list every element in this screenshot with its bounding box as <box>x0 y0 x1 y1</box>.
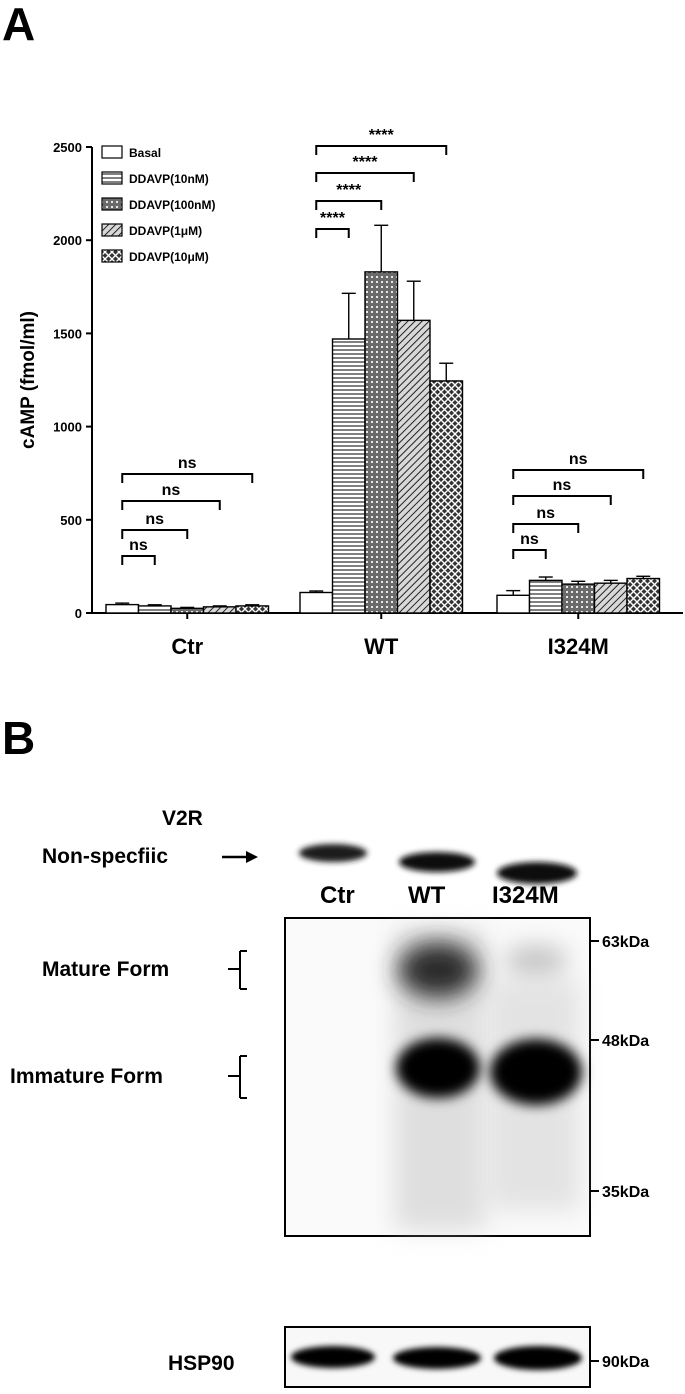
legend-label-0: Basal <box>129 146 161 160</box>
legend-swatch-2 <box>101 197 123 211</box>
significance-label-wt: **** <box>353 154 379 171</box>
panel-b-letter: B <box>2 712 35 764</box>
bar-ctr-3 <box>202 606 237 614</box>
significance-bracket-i324m <box>512 549 547 559</box>
bar-i324m-2 <box>561 583 596 614</box>
significance-bracket-ctr <box>121 529 189 539</box>
panel-a-letter: A <box>2 0 35 50</box>
legend-swatch-3 <box>101 223 123 237</box>
y-tick-label: 2500 <box>53 140 82 155</box>
mw-marker-48: 48kDa <box>602 1033 649 1050</box>
bar-ctr-4 <box>235 605 270 614</box>
significance-bracket-ctr <box>121 473 254 483</box>
bar-i324m-1 <box>528 579 563 614</box>
significance-label-ctr: ns <box>129 537 148 554</box>
loading-label: HSP90 <box>168 1352 235 1375</box>
mw-marker-35: 35kDa <box>602 1184 649 1201</box>
legend-label-1: DDAVP(10nM) <box>129 172 209 186</box>
significance-bracket-i324m <box>512 495 612 505</box>
legend-swatch-0 <box>101 145 123 159</box>
bar-i324m-3 <box>593 582 628 614</box>
bar-i324m-4 <box>626 577 661 614</box>
bar-ctr-1 <box>137 605 172 614</box>
mw-marker-63: 63kDa <box>602 934 649 951</box>
mature-bracket <box>228 950 247 990</box>
bar-ctr-0 <box>105 603 140 614</box>
x-tick-label-wt: WT <box>364 634 399 659</box>
significance-bracket-wt <box>315 228 350 238</box>
bar-wt-4 <box>429 380 464 614</box>
legend-label-4: DDAVP(10μM) <box>129 250 209 264</box>
bar-chart: 0 500 1000 1500 2000 2500 cAMP (fmol/ml) Ctr WT I… <box>18 127 683 659</box>
significance-label-i324m: ns <box>520 531 539 548</box>
bar-ctr-2 <box>170 607 205 614</box>
significance-label-i324m: ns <box>553 477 572 494</box>
lane-label-i324m: I324M <box>492 882 559 909</box>
bar-wt-2 <box>364 271 399 614</box>
significance-label-wt: **** <box>320 210 346 227</box>
significance-bracket-ctr <box>121 555 156 565</box>
legend-swatch-1 <box>101 171 123 185</box>
significance-bracket-i324m <box>512 523 580 533</box>
i324m-immature-band <box>490 1039 582 1105</box>
mw-marker-90: 90kDa <box>602 1354 649 1371</box>
significance-label-wt: **** <box>336 182 362 199</box>
y-axis-label: cAMP (fmol/ml) <box>18 311 39 449</box>
wt-mature-band <box>398 942 478 998</box>
i324m-nonspecific-band <box>497 862 577 884</box>
lane-label-ctr: Ctr <box>320 882 355 909</box>
wt-hsp90-band <box>393 1347 481 1369</box>
significance-label-ctr: ns <box>178 455 197 472</box>
immature-bracket <box>228 1055 247 1099</box>
significance-bracket-i324m <box>512 469 645 479</box>
ctr-nonspecific-band <box>299 844 367 862</box>
y-tick-label: 1500 <box>53 326 82 341</box>
significance-bracket-wt <box>315 172 415 182</box>
y-tick-label: 2000 <box>53 233 82 248</box>
legend-swatch-4 <box>101 249 123 263</box>
x-tick-label-ctr: Ctr <box>171 634 203 659</box>
i324m-hsp90-band <box>494 1346 582 1370</box>
y-tick-label: 0 <box>75 606 82 621</box>
significance-label-ctr: ns <box>162 482 181 499</box>
bar-i324m-0 <box>496 594 531 614</box>
significance-bracket-wt <box>315 145 448 155</box>
bar-wt-0 <box>299 591 334 614</box>
significance-label-wt: **** <box>369 127 395 144</box>
nonspecific-arrowhead <box>246 851 258 863</box>
bar-wt-3 <box>396 319 431 614</box>
lane-label-wt: WT <box>408 882 446 909</box>
x-tick-label-i324m: I324M <box>548 634 609 659</box>
ctr-hsp90-band <box>291 1346 375 1368</box>
y-tick-label: 1000 <box>53 420 82 435</box>
significance-label-i324m: ns <box>569 451 588 468</box>
wt-immature-band <box>396 1038 480 1098</box>
western-blot: Ctr WT I324M Mature Form Non-specfiic Im… <box>10 844 649 1388</box>
legend-label-3: DDAVP(1μM) <box>129 224 202 238</box>
row-label-mature: Mature Form <box>42 958 169 981</box>
row-label-nonspecific: Non-specfiic <box>42 845 168 868</box>
i324m-mature-band <box>504 946 568 974</box>
significance-bracket-wt <box>315 200 383 210</box>
y-tick-label: 500 <box>60 513 82 528</box>
legend-label-2: DDAVP(100nM) <box>129 198 215 212</box>
significance-label-ctr: ns <box>145 511 164 528</box>
significance-bracket-ctr <box>121 500 221 510</box>
blot-title: V2R <box>162 807 203 830</box>
row-label-immature: Immature Form <box>10 1065 163 1088</box>
wt-nonspecific-band <box>399 852 475 872</box>
bar-wt-1 <box>331 338 366 614</box>
significance-label-i324m: ns <box>536 505 555 522</box>
